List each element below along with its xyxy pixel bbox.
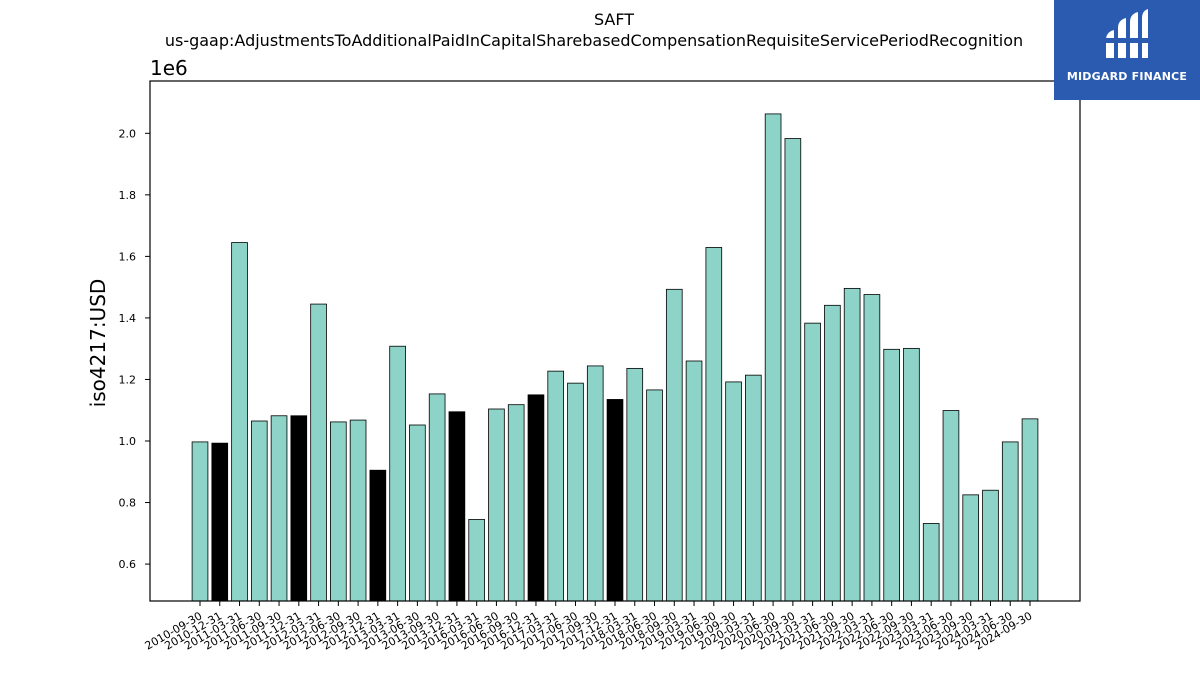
bar-2017-03-31 [547,370,565,602]
plot-frame [149,80,1081,602]
bar-2019-09-30 [725,381,742,602]
chart-title: SAFT [594,10,634,29]
bars [191,113,1039,602]
bar-2017-06-30 [567,382,584,602]
bar-2016-03-31 [468,519,485,602]
bar-2011-03-31 [231,242,248,602]
bar-2013-06-30 [409,424,426,602]
bar-2013-12-31 [448,411,466,602]
bar-2016-06-30 [488,408,505,602]
logo-text: MIDGARD FINANCE [1066,70,1188,83]
x-axis-ticks: 2010-09-302010-12-312011-03-312011-06-30… [143,601,1035,653]
bar-2022-03-31 [863,294,881,602]
bar-2021-09-30 [843,287,861,602]
logo-mark-icon [1106,9,1148,58]
bar-2020-09-30 [784,138,802,602]
y-axis-multiplier: 1e6 [150,56,188,80]
y-tick-label: 1.8 [119,189,137,202]
y-tick-label: 1.4 [119,312,137,325]
midgard-finance-logo: MIDGARD FINANCE [1054,0,1200,100]
bar-2011-12-31 [290,415,308,602]
bar-2017-12-31 [606,399,624,602]
bar-2020-06-30 [764,113,782,602]
bar-2024-09-30 [1021,418,1039,602]
bar-2023-03-31 [922,523,940,602]
y-tick-label: 1.2 [119,373,137,386]
chart-subtitle: us-gaap:AdjustmentsToAdditionalPaidInCap… [165,31,1023,50]
bar-2023-09-30 [962,494,980,602]
bar-2010-09-30 [191,441,209,602]
bar-2021-06-30 [824,304,841,602]
bar-2017-09-30 [586,365,604,602]
bar-2010-12-31 [211,442,229,602]
y-tick-label: 1.0 [119,435,137,448]
bar-2011-06-30 [250,420,268,602]
bar-2021-03-31 [804,322,821,602]
bar-2020-03-31 [745,374,762,602]
bar-2024-06-30 [1001,441,1019,602]
y-axis-label: iso4217:USD [86,279,110,408]
y-tick-label: 0.8 [119,497,137,510]
bar-2018-03-31 [626,367,644,602]
bar-2018-06-30 [646,389,663,602]
y-tick-label: 1.6 [119,250,137,263]
bar-2019-06-30 [705,247,723,602]
bar-2022-09-30 [903,347,920,602]
bar-2023-06-30 [942,410,960,602]
bar-2011-09-30 [270,415,288,602]
bar-2012-06-30 [330,421,347,602]
bar-2019-03-31 [685,360,703,602]
bar-2016-09-30 [507,404,525,602]
y-tick-label: 0.6 [119,558,137,571]
bar-2018-09-30 [665,288,683,602]
bar-2013-03-31 [389,345,406,602]
bar-2012-09-30 [349,419,367,602]
bar-2022-06-30 [883,348,900,602]
y-tick-label: 2.0 [119,127,137,140]
bar-2013-09-30 [428,393,446,602]
bar-2012-12-31 [369,469,387,602]
bar-2012-03-31 [310,303,327,602]
y-axis-ticks: 0.6 0.8 1.0 1.2 1.4 1.6 1.8 2.0 [119,127,150,571]
bar-2016-12-31 [527,394,545,602]
bar-2024-03-31 [982,489,999,602]
